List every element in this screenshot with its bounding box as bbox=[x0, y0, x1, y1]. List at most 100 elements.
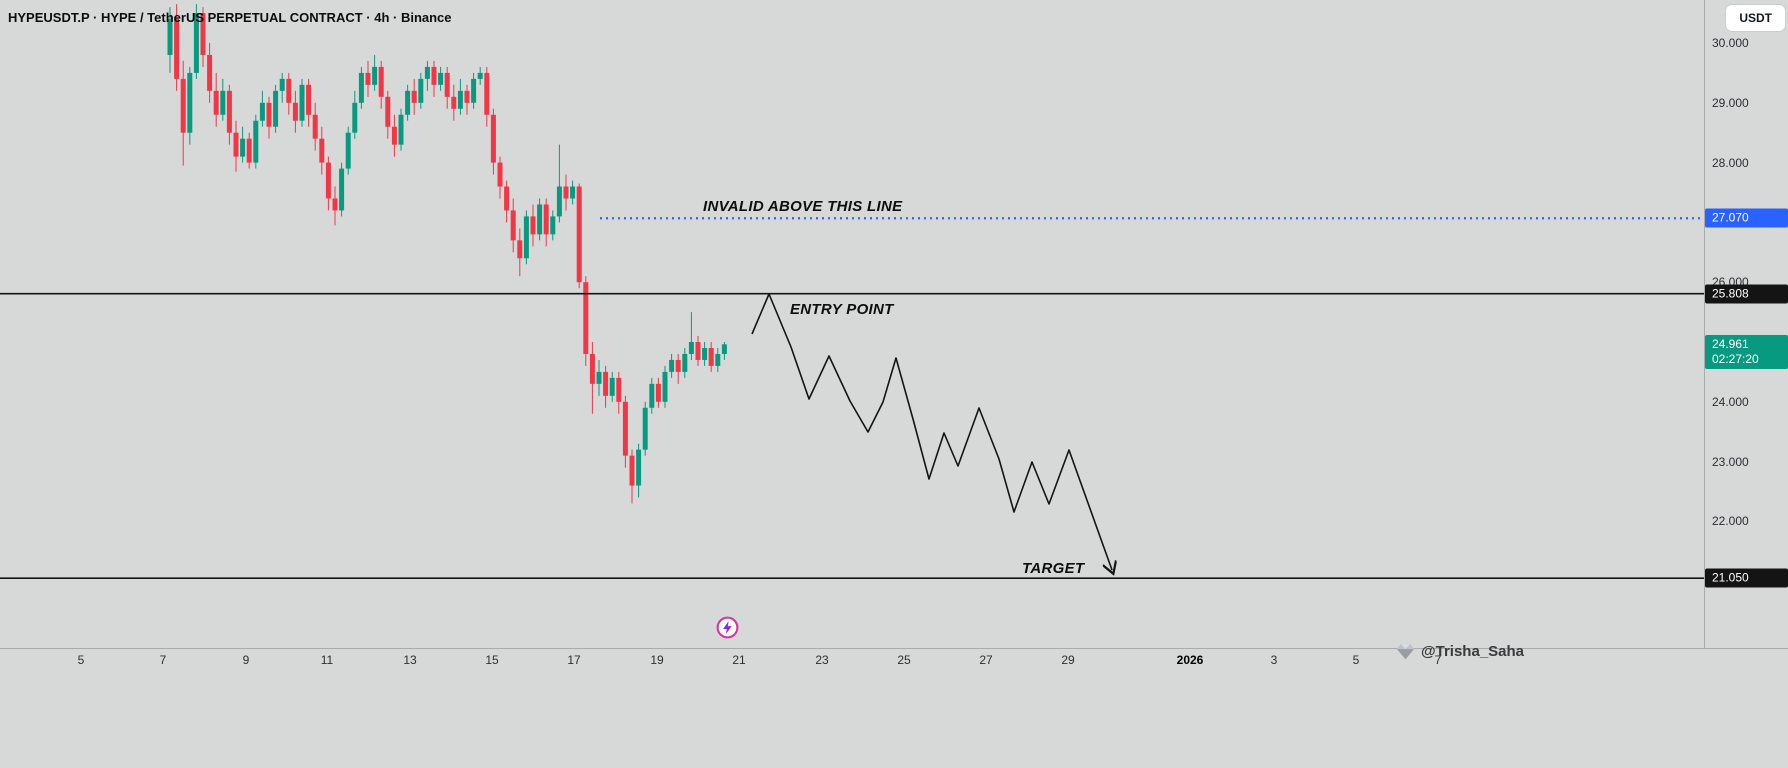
candle-body bbox=[299, 84, 305, 121]
candle-body bbox=[352, 102, 358, 133]
candle-body bbox=[642, 407, 648, 450]
time-label: 5 bbox=[77, 653, 85, 667]
candle-body bbox=[484, 72, 490, 115]
time-label: 29 bbox=[1061, 653, 1075, 667]
time-label: 23 bbox=[815, 653, 829, 667]
candle-body bbox=[325, 162, 331, 199]
time-label: 7 bbox=[159, 653, 167, 667]
time-label: 2026 bbox=[1176, 653, 1204, 667]
candle-body bbox=[708, 347, 714, 366]
candle-body bbox=[490, 114, 496, 163]
candle-body bbox=[517, 240, 523, 259]
candle-body bbox=[431, 66, 437, 85]
time-label: 11 bbox=[320, 653, 334, 667]
projection-path[interactable] bbox=[751, 293, 1112, 570]
time-label: 7 bbox=[1434, 653, 1442, 667]
annotation-entry-point[interactable]: ENTRY POINT bbox=[790, 301, 894, 318]
candle-body bbox=[616, 377, 622, 402]
candle-body bbox=[702, 347, 708, 360]
candle-body bbox=[312, 114, 318, 139]
annotation-invalidation[interactable]: INVALID ABOVE THIS LINE bbox=[703, 198, 903, 215]
candle-body bbox=[576, 186, 582, 283]
last-price-value: 24.961 bbox=[1712, 337, 1749, 352]
watermark: @Trisha_Saha bbox=[1396, 643, 1524, 660]
time-label: 9 bbox=[242, 653, 250, 667]
candle-body bbox=[411, 90, 417, 103]
candle-body bbox=[424, 66, 430, 79]
candle-body bbox=[418, 78, 424, 103]
candle-body bbox=[589, 353, 595, 384]
price-axis[interactable]: 30.000 29.000 28.000 26.000 24.000 23.000 22.0… bbox=[1705, 0, 1788, 648]
candle-body bbox=[655, 383, 661, 402]
price-badge-target: 21.050 bbox=[1705, 568, 1788, 588]
time-label: 27 bbox=[979, 653, 993, 667]
time-axis-divider bbox=[0, 648, 1788, 649]
candle-body bbox=[629, 455, 635, 486]
candle-body bbox=[695, 342, 701, 360]
time-label: 13 bbox=[403, 653, 417, 667]
candle-body bbox=[636, 449, 642, 486]
candle-body bbox=[457, 90, 463, 109]
candle-body bbox=[286, 78, 292, 103]
price-tick: 23.000 bbox=[1712, 454, 1749, 469]
time-label: 5 bbox=[1352, 653, 1360, 667]
price-badge-entry: 25.808 bbox=[1705, 284, 1788, 304]
time-label: 3 bbox=[1270, 653, 1278, 667]
candle-body bbox=[523, 216, 529, 259]
currency-toggle-button[interactable]: USDT bbox=[1726, 5, 1785, 31]
candle-body bbox=[319, 138, 325, 163]
candle-body bbox=[504, 186, 510, 211]
candle-body bbox=[675, 359, 681, 372]
price-badge-invalidation: 27.070 bbox=[1705, 208, 1788, 228]
symbol-title[interactable]: HYPEUSDT.P · HYPE / TetherUS PERPETUAL C… bbox=[8, 10, 452, 25]
price-tick: 28.000 bbox=[1712, 155, 1749, 170]
candle-body bbox=[721, 344, 727, 354]
candle-body bbox=[220, 90, 226, 115]
candle-body bbox=[649, 383, 655, 408]
candle-body bbox=[200, 13, 206, 55]
indicator-logo-icon[interactable] bbox=[716, 616, 739, 639]
candle-body bbox=[279, 78, 285, 91]
time-label: 25 bbox=[897, 653, 911, 667]
bar-countdown: 02:27:20 bbox=[1712, 352, 1759, 367]
candle-body bbox=[187, 72, 193, 133]
price-tick: 24.000 bbox=[1712, 394, 1749, 409]
candle-body bbox=[365, 72, 371, 85]
candle-body bbox=[332, 198, 338, 211]
candle-body bbox=[603, 371, 609, 396]
gem-icon bbox=[1397, 643, 1414, 660]
time-axis[interactable]: 3579111315171921232527292026357 bbox=[0, 648, 1788, 678]
candle-body bbox=[233, 132, 239, 157]
chart-plot[interactable] bbox=[0, 0, 1704, 648]
candle-body bbox=[622, 401, 628, 456]
candle-body bbox=[596, 371, 602, 384]
candle-body bbox=[438, 72, 444, 85]
candle-body bbox=[477, 72, 483, 79]
candle-body bbox=[583, 282, 589, 354]
price-tick: 30.000 bbox=[1712, 36, 1749, 50]
candle-body bbox=[193, 13, 199, 73]
candle-body bbox=[385, 96, 391, 127]
price-axis-divider bbox=[1704, 0, 1705, 648]
candle-body bbox=[669, 359, 675, 372]
candle-body bbox=[207, 54, 213, 91]
candle-body bbox=[543, 204, 549, 235]
candle-body bbox=[174, 19, 180, 79]
candle-body bbox=[372, 66, 378, 85]
candle-body bbox=[405, 90, 411, 115]
time-label: 19 bbox=[650, 653, 664, 667]
candle-body bbox=[391, 126, 397, 145]
candle-body bbox=[464, 90, 470, 103]
candle-body bbox=[259, 102, 265, 121]
candle-body bbox=[550, 216, 556, 235]
candle-body bbox=[398, 114, 404, 145]
candle-body bbox=[253, 120, 259, 163]
watermark-handle: @Trisha_Saha bbox=[1421, 643, 1525, 660]
candle-body bbox=[530, 216, 536, 235]
annotation-target[interactable]: TARGET bbox=[1022, 560, 1085, 577]
candle-body bbox=[226, 90, 232, 133]
candle-body bbox=[609, 377, 615, 396]
price-tick: 29.000 bbox=[1712, 95, 1749, 110]
candle-body bbox=[306, 84, 312, 115]
candle-body bbox=[167, 19, 173, 55]
